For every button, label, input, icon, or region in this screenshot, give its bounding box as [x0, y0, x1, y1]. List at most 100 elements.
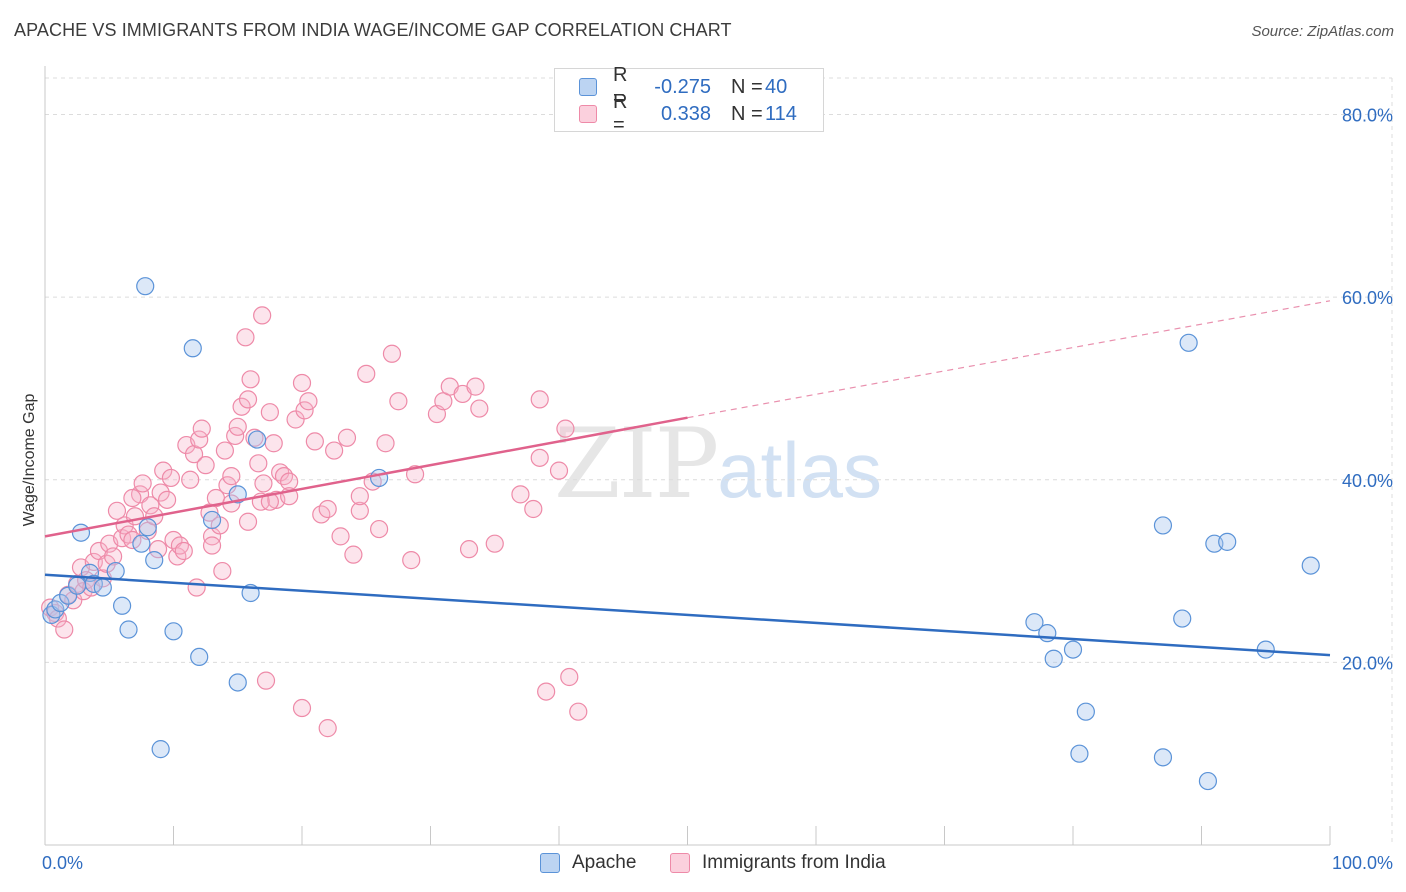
- apache-point: [370, 468, 389, 488]
- apache-point: [59, 586, 78, 605]
- india-point: [264, 434, 283, 453]
- india-point: [260, 403, 279, 422]
- apache-point: [51, 593, 70, 613]
- india-point: [151, 483, 170, 502]
- apache-point: [190, 647, 209, 667]
- india-point: [459, 540, 479, 559]
- india-point: [511, 485, 530, 504]
- chart-title: APACHE VS IMMIGRANTS FROM INDIA WAGE/INC…: [14, 20, 732, 40]
- india-point: [305, 432, 324, 451]
- apache-point: [1153, 516, 1173, 535]
- india-point: [190, 430, 209, 449]
- india-point: [402, 551, 421, 570]
- apache-point: [228, 485, 247, 504]
- legend-n-value: 114: [765, 102, 797, 125]
- apache-point: [1153, 748, 1173, 767]
- india-point: [218, 476, 237, 495]
- india-point: [187, 578, 206, 597]
- apache-point: [106, 561, 125, 581]
- india-point: [202, 536, 222, 555]
- apache-point: [164, 622, 183, 641]
- india-point: [537, 682, 556, 701]
- apache-point: [93, 578, 112, 597]
- legend-swatch-india: [670, 853, 690, 873]
- watermark-atlas: atlas: [717, 426, 882, 514]
- india-point: [181, 470, 200, 489]
- india-point: [295, 401, 314, 420]
- legend-n-value: 40: [765, 75, 788, 98]
- india-trend-extension: [687, 300, 1331, 419]
- india-point: [133, 474, 152, 493]
- apache-point: [138, 518, 157, 537]
- apache-point: [228, 673, 247, 692]
- india-point: [161, 468, 181, 488]
- legend-r-value: 0.338: [660, 102, 711, 125]
- apache-point: [112, 596, 132, 615]
- apache-point: [132, 534, 151, 553]
- legend-row-apache: R = -0.275 N = 40: [579, 64, 788, 109]
- india-point: [524, 499, 543, 519]
- india-point: [196, 456, 215, 475]
- legend-row-india: R = 0.338 N = 114: [579, 91, 797, 136]
- apache-point: [84, 574, 103, 593]
- india-point: [350, 487, 369, 506]
- india-point: [318, 499, 337, 519]
- india-point: [292, 698, 312, 718]
- x-tick-label: 100.0%: [1332, 853, 1393, 873]
- apache-point: [1218, 532, 1237, 551]
- apache-points: [42, 277, 1320, 791]
- series-legend: Apache Immigrants from India: [0, 852, 1406, 876]
- legend-n-label: N =: [731, 102, 763, 125]
- apache-point: [136, 277, 155, 296]
- apache-point: [1025, 613, 1044, 632]
- source-label: Source: ZipAtlas.com: [1251, 23, 1394, 40]
- india-point: [260, 492, 279, 511]
- legend-swatch-apache: [540, 853, 560, 873]
- x-tick-label: 0.0%: [42, 853, 83, 873]
- legend-r-value: -0.275: [654, 75, 711, 98]
- apache-point: [1179, 333, 1198, 352]
- india-point: [249, 454, 268, 473]
- india-point: [123, 530, 142, 550]
- y-axis-label: Wage/Income Gap: [21, 393, 38, 527]
- india-point: [253, 306, 272, 325]
- apache-point: [1173, 609, 1192, 628]
- india-point: [274, 467, 294, 486]
- legend-swatch-apache: [579, 78, 597, 96]
- india-point: [337, 428, 357, 447]
- y-tick-label: 20.0%: [1342, 653, 1393, 673]
- y-tick-label: 60.0%: [1342, 288, 1393, 308]
- india-point: [157, 490, 177, 509]
- india-point: [228, 417, 247, 436]
- apache-point: [1044, 649, 1063, 668]
- india-point: [123, 488, 142, 508]
- india-point: [382, 344, 402, 363]
- y-tick-label: 80.0%: [1342, 106, 1393, 126]
- india-point: [549, 461, 569, 480]
- apache-point: [119, 620, 138, 639]
- apache-trend-line: [44, 573, 1331, 657]
- india-point: [357, 364, 376, 383]
- legend-item-apache[interactable]: Apache: [540, 852, 636, 874]
- india-point: [350, 501, 369, 520]
- india-trend-line: [44, 416, 688, 538]
- india-point: [215, 441, 234, 460]
- india-point: [107, 501, 127, 520]
- india-point: [254, 474, 273, 493]
- apache-point: [145, 551, 164, 570]
- apache-point: [71, 523, 91, 542]
- apache-point: [1301, 556, 1320, 575]
- india-point: [299, 392, 318, 411]
- tick-labels: 20.0% 40.0% 60.0% 80.0% 0.0% 100.0%: [42, 106, 1393, 873]
- legend-r-label: R =: [613, 91, 628, 136]
- india-point: [213, 561, 232, 581]
- india-point: [556, 419, 575, 438]
- apache-point: [1070, 744, 1089, 763]
- india-point: [376, 434, 395, 453]
- legend-swatch-india: [579, 105, 597, 123]
- legend-item-india[interactable]: Immigrants from India: [670, 852, 886, 874]
- apache-point: [1063, 640, 1083, 659]
- india-point: [148, 540, 168, 559]
- india-point: [569, 702, 588, 721]
- india-point: [174, 541, 193, 561]
